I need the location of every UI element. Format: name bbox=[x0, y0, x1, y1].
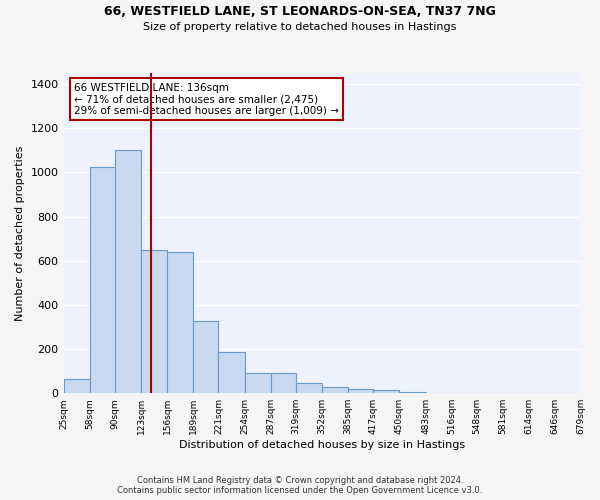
X-axis label: Distribution of detached houses by size in Hastings: Distribution of detached houses by size … bbox=[179, 440, 465, 450]
Bar bbox=[218, 352, 245, 393]
Text: 66 WESTFIELD LANE: 136sqm
← 71% of detached houses are smaller (2,475)
29% of se: 66 WESTFIELD LANE: 136sqm ← 71% of detac… bbox=[74, 82, 339, 116]
Bar bbox=[373, 390, 400, 393]
Bar bbox=[167, 252, 193, 393]
Bar bbox=[115, 150, 141, 393]
Text: Size of property relative to detached houses in Hastings: Size of property relative to detached ho… bbox=[143, 22, 457, 32]
Bar bbox=[400, 392, 425, 393]
Bar bbox=[245, 374, 271, 393]
Text: Contains HM Land Registry data © Crown copyright and database right 2024.
Contai: Contains HM Land Registry data © Crown c… bbox=[118, 476, 482, 495]
Bar bbox=[271, 374, 296, 393]
Bar bbox=[296, 384, 322, 393]
Text: 66, WESTFIELD LANE, ST LEONARDS-ON-SEA, TN37 7NG: 66, WESTFIELD LANE, ST LEONARDS-ON-SEA, … bbox=[104, 5, 496, 18]
Bar bbox=[64, 379, 89, 393]
Bar bbox=[89, 167, 115, 393]
Y-axis label: Number of detached properties: Number of detached properties bbox=[15, 146, 25, 321]
Bar bbox=[193, 322, 218, 393]
Bar bbox=[348, 389, 373, 393]
Bar bbox=[322, 386, 348, 393]
Bar bbox=[141, 250, 167, 393]
